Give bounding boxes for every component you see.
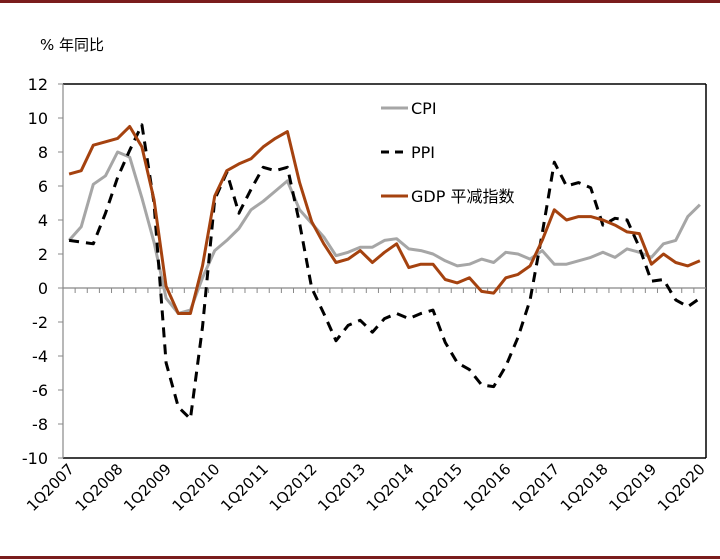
- series-line-ppi: [68, 123, 701, 421]
- series-line-gdp: [68, 125, 701, 315]
- top-border-rule: [0, 0, 720, 3]
- x-tick-label: 1Q2013: [314, 460, 369, 515]
- x-tick-label: 1Q2012: [266, 460, 321, 515]
- x-tick-label: 1Q2020: [654, 460, 709, 515]
- y-axis-unit-label: % 年同比: [40, 36, 104, 54]
- y-tick-label: 4: [38, 211, 48, 230]
- y-tick-label: 6: [38, 177, 48, 196]
- x-tick-label: 1Q2016: [460, 460, 515, 515]
- legend: CPI PPI GDP 平减指数: [381, 99, 514, 206]
- legend-label: CPI: [411, 99, 437, 118]
- x-tick-label: 1Q2018: [557, 460, 612, 515]
- y-tick-label: 12: [28, 75, 48, 94]
- y-tick-label: -4: [32, 347, 48, 366]
- y-tick-label: -8: [32, 415, 48, 434]
- y-tick-label: -10: [22, 449, 48, 468]
- plot-frame: [62, 83, 707, 459]
- legend-label: GDP 平减指数: [411, 187, 514, 206]
- y-tick-label: 10: [28, 109, 48, 128]
- x-tick-label: 1Q2010: [169, 460, 224, 515]
- y-tick-label: 2: [38, 245, 48, 264]
- y-tick-label: 0: [38, 279, 48, 298]
- x-tick-label: 1Q2011: [217, 460, 272, 515]
- bottom-border-rule: [0, 556, 720, 559]
- series-line-cpi: [67, 150, 701, 315]
- y-tick-label: 8: [38, 143, 48, 162]
- y-axis: 12 10 8 6 4 2 0 -2 -4 -6 -8 -10: [22, 75, 63, 468]
- legend-label: PPI: [411, 143, 435, 162]
- x-tick-label: 1Q2015: [411, 460, 466, 515]
- x-tick-label: 1Q2009: [120, 460, 175, 515]
- x-axis: 1Q20071Q20081Q20091Q20101Q20111Q20121Q20…: [23, 460, 709, 515]
- y-tick-label: -6: [32, 381, 48, 400]
- x-tick-label: 1Q2007: [23, 460, 78, 515]
- y-tick-label: -2: [32, 313, 48, 332]
- series-lines: [67, 123, 701, 421]
- x-tick-label: 1Q2014: [363, 460, 418, 515]
- x-tick-label: 1Q2017: [508, 460, 563, 515]
- x-tick-label: 1Q2019: [605, 460, 660, 515]
- x-tick-label: 1Q2008: [72, 460, 127, 515]
